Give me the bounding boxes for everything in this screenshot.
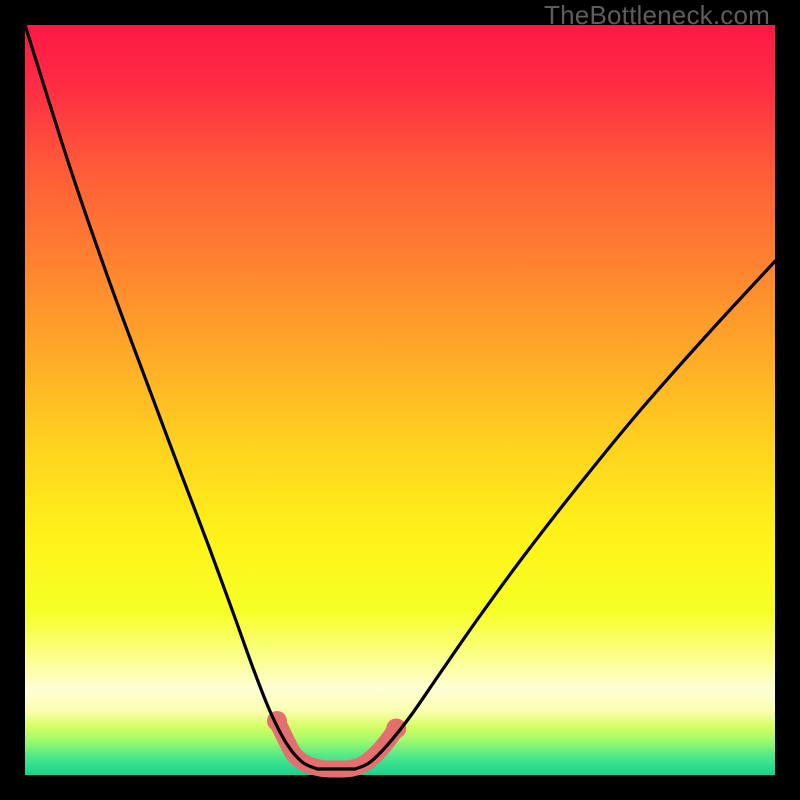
- plot-background: [25, 25, 775, 775]
- watermark-text: TheBottleneck.com: [544, 0, 770, 31]
- chart-svg: [0, 0, 800, 800]
- bottleneck-chart: TheBottleneck.com: [0, 0, 800, 800]
